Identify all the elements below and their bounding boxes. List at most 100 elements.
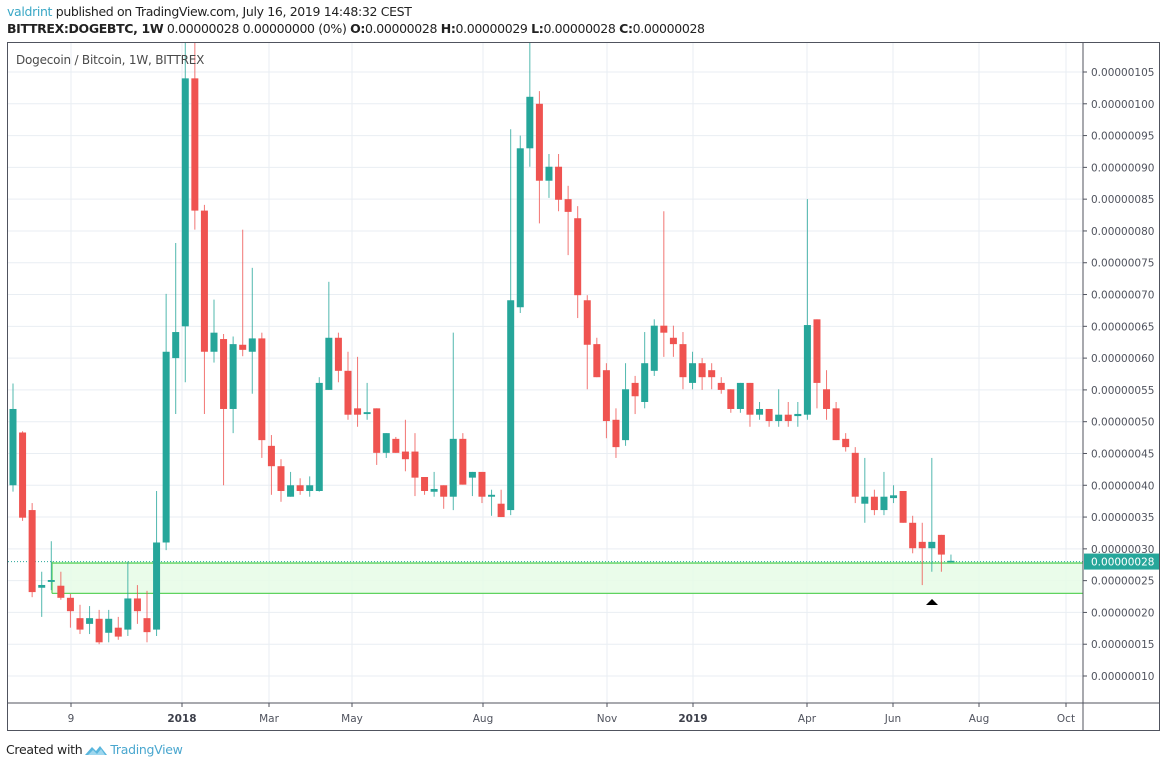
candle [765, 408, 773, 427]
time-tick-label: Mar [259, 713, 279, 725]
candle [593, 337, 601, 378]
candle [220, 333, 228, 486]
candle [19, 431, 27, 521]
candle [526, 43, 534, 167]
time-tick-label: Oct [1057, 713, 1075, 725]
candle [851, 447, 859, 504]
candle [899, 490, 907, 523]
candle [66, 593, 74, 628]
candle [248, 267, 256, 394]
candle [296, 478, 304, 495]
candle [86, 606, 94, 635]
last-price: 0.00000028 [166, 21, 239, 36]
candle [229, 336, 237, 434]
price-tick-label: 0.00000055 [1091, 385, 1154, 397]
candle [516, 135, 524, 313]
price-tick-label: 0.00000085 [1091, 194, 1154, 206]
time-tick-label: 9 [68, 713, 75, 725]
high-value: 0.00000029 [455, 21, 528, 36]
candle [574, 206, 582, 319]
candle [143, 590, 151, 643]
candle [669, 325, 677, 357]
price-tick-label: 0.00000030 [1091, 544, 1154, 556]
candle [373, 408, 381, 465]
time-tick-label: Aug [473, 713, 494, 725]
candle [315, 377, 323, 492]
price-tick-label: 0.00000015 [1091, 639, 1154, 651]
time-tick-label: Apr [798, 713, 817, 725]
candle [736, 382, 744, 413]
candle [727, 389, 735, 413]
price-change: 0.00000000 (0%) [242, 21, 347, 36]
candle [947, 554, 955, 563]
time-tick-label: 2019 [678, 713, 707, 725]
candle [9, 383, 17, 492]
price-tick-label: 0.00000025 [1091, 576, 1154, 588]
candle [459, 433, 467, 485]
candle [277, 459, 285, 502]
time-tick-label: Nov [597, 713, 618, 725]
close-label: C: [619, 21, 633, 36]
candle [325, 281, 333, 390]
candle [555, 154, 563, 212]
candle [698, 358, 706, 390]
candle [545, 154, 553, 198]
price-tick-label: 0.00000080 [1091, 226, 1154, 238]
chart-frame [7, 42, 1160, 731]
candle [861, 457, 869, 523]
candle [583, 295, 591, 390]
candle [306, 476, 314, 497]
candle [937, 534, 945, 572]
candle [468, 471, 476, 497]
low-label: L: [531, 21, 544, 36]
price-tick-label: 0.00000020 [1091, 607, 1154, 619]
candle [823, 370, 831, 420]
price-tick-label: 0.00000040 [1091, 480, 1154, 492]
low-value: 0.00000028 [543, 21, 616, 36]
price-tick-label: 0.00000035 [1091, 512, 1154, 524]
candles-series [9, 43, 955, 645]
candle [28, 503, 36, 598]
close-value: 0.00000028 [632, 21, 705, 36]
symbol-label: BITTREX:DOGEBTC, 1W [7, 21, 164, 36]
candle [612, 408, 620, 458]
price-tick-label: 0.00000090 [1091, 162, 1154, 174]
candle [794, 401, 802, 427]
price-axis[interactable]: 0.00000105 0.00000100 0.00000095 0.00000090… [1082, 43, 1160, 731]
candle [756, 401, 764, 420]
footer: Created with TradingView [6, 742, 183, 757]
candle [784, 401, 792, 427]
price-tick-label: 0.00000075 [1091, 258, 1154, 270]
candle [440, 485, 448, 509]
time-axis[interactable]: 9 2018 Mar May Aug Nov 2019 Apr Jun Aug Oct [7, 702, 1160, 725]
time-tick-label: 2018 [167, 713, 196, 725]
candle [401, 419, 409, 472]
candle [842, 433, 850, 452]
candle [382, 433, 390, 458]
candle [602, 363, 610, 439]
candle [918, 522, 926, 586]
price-tick-label: 0.00000060 [1091, 353, 1154, 365]
current-price-label: 0.00000028 [1091, 557, 1154, 569]
candle [507, 129, 515, 516]
time-tick-label: May [341, 713, 363, 725]
candle [488, 489, 496, 516]
candle [114, 616, 122, 640]
candle [162, 293, 170, 551]
price-tick-label: 0.00000045 [1091, 448, 1154, 460]
triangle-up-marker-icon [926, 599, 938, 605]
candle [890, 485, 898, 504]
candle [622, 363, 630, 446]
candle [124, 561, 132, 636]
candle [334, 332, 342, 383]
open-label: O: [350, 21, 366, 36]
candle [153, 490, 161, 636]
support-zone-rectangle[interactable] [8, 561, 1083, 595]
author-link[interactable]: valdrint [7, 4, 53, 19]
candle [239, 229, 247, 357]
candle [746, 382, 754, 427]
candle [38, 571, 46, 617]
price-tick-label: 0.00000010 [1091, 671, 1154, 683]
tradingview-link[interactable]: TradingView [110, 742, 183, 757]
